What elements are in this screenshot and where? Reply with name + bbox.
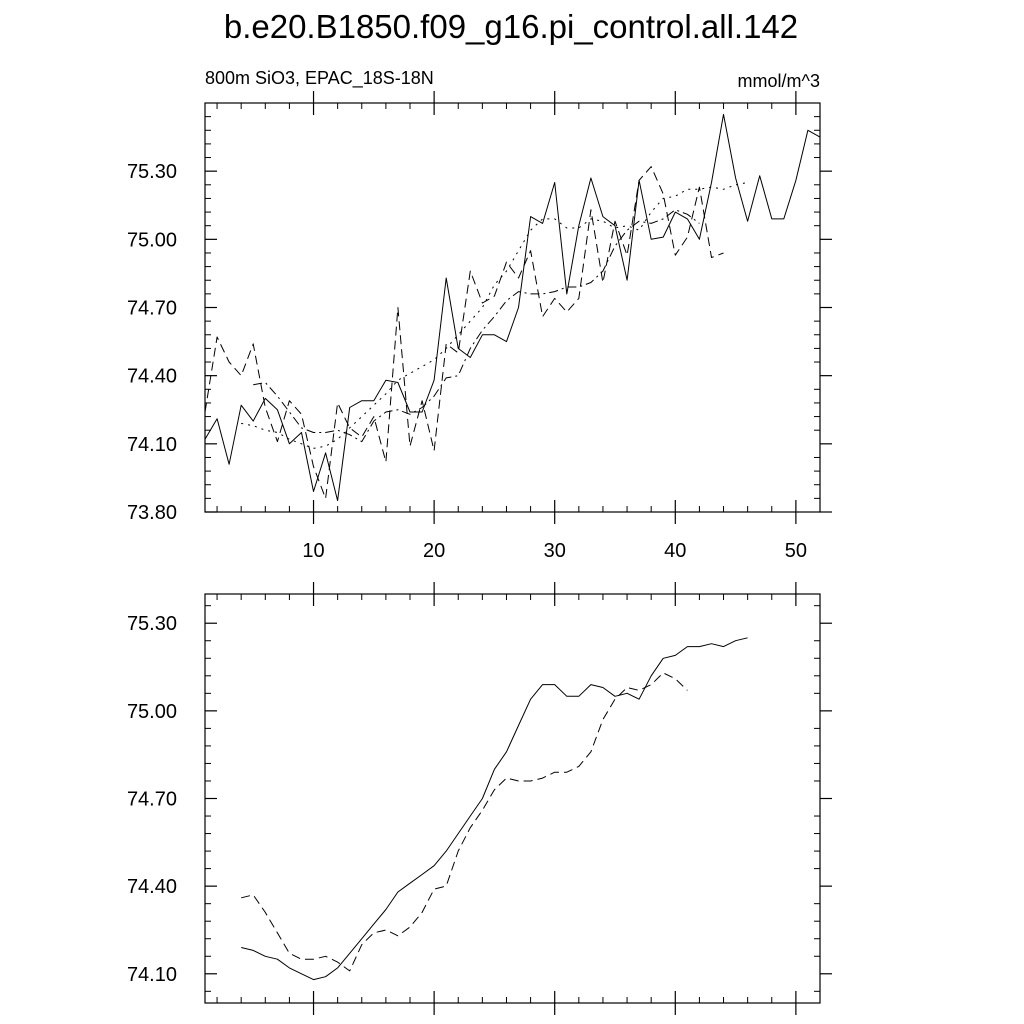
y-tick-label: 74.70 [127,298,177,320]
panel-2: 74.10 74.40 74.70 75.00 75.30 [127,582,832,1015]
x-tick-label: 30 [544,540,566,562]
series-line-dot [241,182,748,449]
series-line-dash [204,166,724,499]
y-tick-label: 75.00 [127,229,177,251]
y-tick-label: 75.30 [127,613,177,635]
y-tick-label: 74.40 [127,366,177,388]
panel-1-subtitle-right: mmol/m^3 [738,71,820,91]
y-tick-label: 75.00 [127,701,177,723]
chart-title: b.e20.B1850.f09_g16.pi_control.all.142 [224,8,798,45]
y-tick-label: 74.40 [127,876,177,898]
x-tick-label: 10 [302,540,324,562]
series-line-solid [241,637,748,981]
y-tick-label: 74.10 [127,964,177,986]
series-line-dashdot [253,209,700,443]
series-line-solid [204,113,821,502]
panel-1: 10 20 30 40 50 73.80 74.10 74.40 74.70 75.00 75.30 [127,91,832,562]
plot-frame [204,593,821,1004]
series-line-dash [241,672,688,972]
y-tick-label: 74.70 [127,789,177,811]
plot-frame [204,102,821,513]
x-tick-label: 50 [785,540,807,562]
y-tick-label: 73.80 [127,502,177,524]
y-tick-label: 74.10 [127,434,177,456]
y-tick-label: 75.30 [127,161,177,183]
x-tick-label: 40 [664,540,686,562]
x-tick-label: 20 [423,540,445,562]
panel-1-subtitle-left: 800m SiO3, EPAC_18S-18N [205,68,434,89]
